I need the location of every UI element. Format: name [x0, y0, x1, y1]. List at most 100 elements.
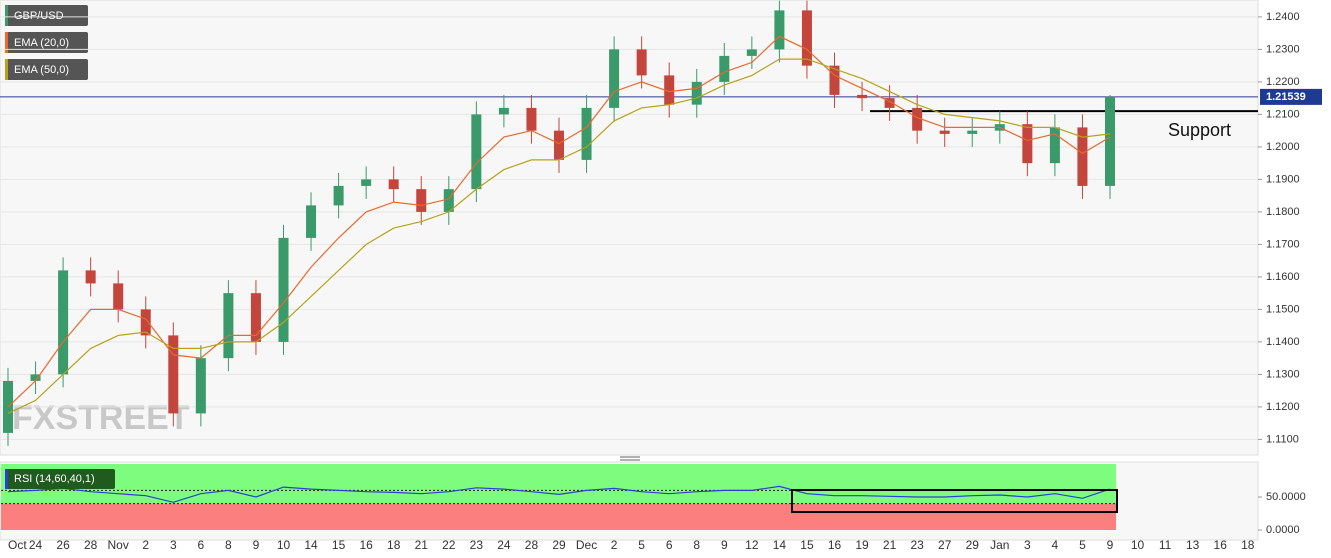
x-tick-label: 16	[828, 538, 842, 552]
y-tick-label: 1.2400	[1266, 11, 1300, 23]
x-tick-label: 10	[1131, 538, 1145, 552]
x-tick-label: 28	[84, 538, 98, 552]
x-tick-label: 9	[1107, 538, 1114, 552]
legend-box	[5, 469, 115, 489]
candle-body	[168, 335, 179, 414]
legend-label: GBP/USD	[14, 10, 64, 22]
y-tick-label: 1.1900	[1266, 173, 1300, 185]
watermark: FXSTREET	[12, 399, 190, 437]
y-tick-label: 1.2300	[1266, 43, 1300, 55]
rsi-upper-zone	[1, 464, 1116, 504]
legend-swatch	[5, 469, 8, 489]
x-tick-label: 18	[387, 538, 401, 552]
x-tick-label: 9	[253, 538, 260, 552]
x-tick-label: 5	[638, 538, 645, 552]
candle-body	[801, 10, 812, 66]
y-tick-label: 1.1800	[1266, 206, 1300, 218]
candle-body	[912, 107, 923, 131]
price-tag	[1260, 88, 1322, 105]
candle-body	[306, 205, 317, 238]
y-tick-label: 1.1300	[1266, 368, 1300, 380]
legend-box	[5, 59, 88, 80]
candle-body	[443, 189, 454, 212]
candle-body	[719, 55, 730, 82]
x-tick-label: 16	[1214, 538, 1228, 552]
legend-box	[5, 5, 88, 26]
price-tag-label: 1.21539	[1266, 91, 1306, 103]
candle-body	[526, 107, 537, 131]
candle-body	[388, 179, 399, 190]
candle-body	[691, 81, 702, 105]
candle-body	[140, 309, 151, 336]
x-tick-label: 28	[525, 538, 539, 552]
x-tick-label: 13	[1186, 538, 1200, 552]
x-tick-label: 15	[800, 538, 814, 552]
ema-line	[7, 35, 1111, 408]
x-tick-label: 10	[277, 538, 291, 552]
legend-label: RSI (14,60,40,1)	[14, 473, 95, 485]
y-tick-label: 1.1500	[1266, 303, 1300, 315]
x-tick-label: 24	[29, 538, 43, 552]
x-tick-label: 5	[1079, 538, 1086, 552]
legend-label: EMA (20,0)	[14, 37, 69, 49]
x-tick-label: 14	[773, 538, 787, 552]
x-tick-label: 21	[883, 538, 897, 552]
candle-body	[967, 130, 978, 134]
y-tick-label: 1.2000	[1266, 141, 1300, 153]
legend-swatch	[5, 59, 8, 80]
x-tick-label: 6	[666, 538, 673, 552]
x-tick-label: 14	[304, 538, 318, 552]
candle-body	[774, 10, 785, 50]
y-tick-label: 1.2100	[1266, 108, 1300, 120]
candle-body	[609, 49, 620, 108]
x-tick-label: 29	[552, 538, 566, 552]
candle-body	[829, 65, 840, 95]
x-tick-label: 2	[611, 538, 618, 552]
y-tick-label: 1.1400	[1266, 336, 1300, 348]
x-tick-label: 15	[332, 538, 346, 552]
candle-body	[416, 189, 427, 212]
candle-body	[884, 98, 895, 108]
x-tick-label: 8	[225, 538, 232, 552]
y-tick-label: 1.1700	[1266, 238, 1300, 250]
candle-body	[636, 49, 647, 76]
rsi-tick-label: 0.0000	[1266, 524, 1300, 536]
candle-body	[278, 237, 289, 342]
candle-body	[581, 107, 592, 160]
candle-body	[498, 107, 509, 115]
rsi-line	[7, 485, 1111, 503]
y-tick-label: 1.2200	[1266, 76, 1300, 88]
candle-body	[1049, 127, 1060, 164]
x-tick-label: 9	[721, 538, 728, 552]
x-tick-label: 18	[1241, 538, 1255, 552]
y-tick-label: 1.1100	[1266, 433, 1299, 445]
x-tick-label: 2	[142, 538, 149, 552]
x-tick-label: 4	[1052, 538, 1059, 552]
candle-body	[85, 270, 96, 284]
legend-swatch	[5, 32, 8, 53]
x-tick-label: 19	[855, 538, 869, 552]
rsi-lower-zone	[1, 503, 1116, 530]
legend: GBP/USD EMA (20,0) EMA (50,0)	[5, 5, 88, 80]
x-tick-label: 3	[170, 538, 177, 552]
x-tick-label: 21	[415, 538, 429, 552]
x-tick-label: 6	[198, 538, 205, 552]
x-tick-label: 26	[56, 538, 70, 552]
x-tick-label: 11	[1159, 538, 1172, 552]
x-tick-label: 27	[938, 538, 952, 552]
x-tick-label: 29	[966, 538, 980, 552]
x-tick-label: Nov	[108, 538, 129, 552]
x-tick-label: 22	[442, 538, 456, 552]
y-tick-label: 1.1200	[1266, 401, 1300, 413]
candle-body	[471, 114, 482, 190]
candle-body	[195, 358, 206, 414]
price-panel	[0, 0, 1259, 456]
rsi-annotation-box	[791, 489, 1118, 513]
legend-box	[5, 32, 88, 53]
candle-body	[746, 49, 757, 56]
candle-body	[939, 130, 950, 134]
candle-body	[664, 75, 675, 105]
candle-body	[30, 374, 41, 381]
y-tick-label: 1.1600	[1266, 271, 1300, 283]
candle-body	[333, 185, 344, 206]
